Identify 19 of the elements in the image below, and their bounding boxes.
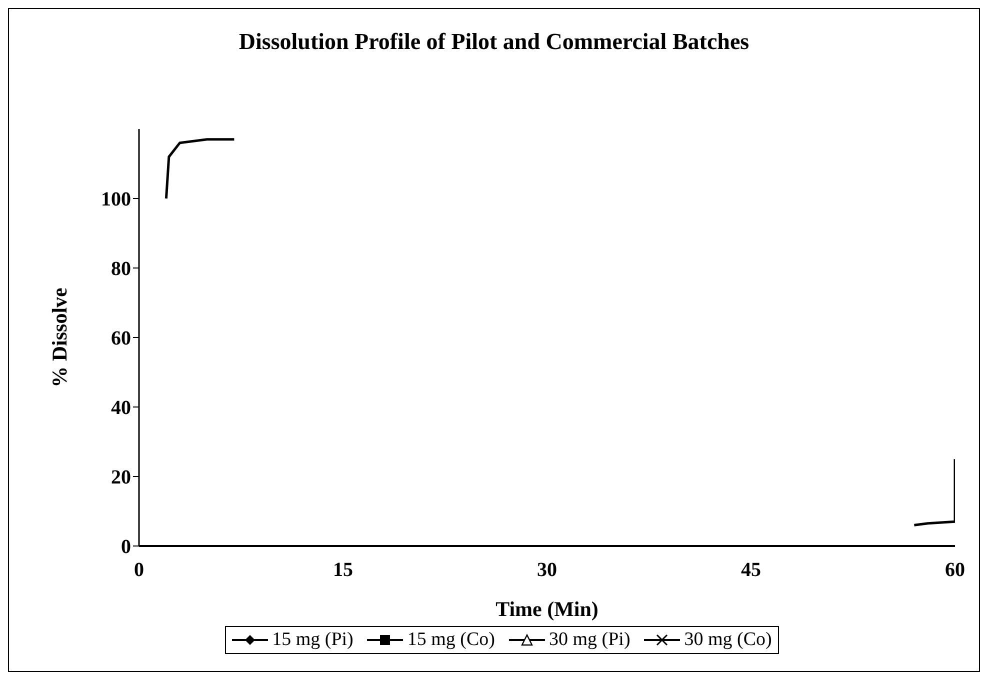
x-axis-title: Time (Min) — [496, 597, 598, 621]
y-tick-label: 60 — [111, 328, 131, 350]
legend-label: 30 mg (Pi) — [549, 629, 630, 651]
x-tick-label: 60 — [945, 559, 965, 582]
line-series — [164, 138, 236, 200]
y-tick-label: 0 — [121, 536, 131, 558]
legend-label: 30 mg (Co) — [684, 629, 772, 651]
y-axis-title: % Dissolve — [47, 288, 72, 388]
y-tick-label: 20 — [111, 466, 131, 489]
x-tick-label: 30 — [537, 559, 557, 582]
legend-label: 15 mg (Pi) — [272, 629, 354, 651]
chart-title: Dissolution Profile of Pilot and Commercial Batches — [238, 29, 750, 55]
x-tick-label: 15 — [333, 559, 353, 582]
y-tick-label: 80 — [111, 258, 131, 280]
line-series — [912, 458, 955, 526]
y-tick-label: 100 — [101, 188, 131, 211]
legend-label: 15 mg (Co) — [407, 629, 495, 651]
x-tick-label: 45 — [741, 559, 761, 582]
y-tick-label: 40 — [111, 397, 131, 420]
